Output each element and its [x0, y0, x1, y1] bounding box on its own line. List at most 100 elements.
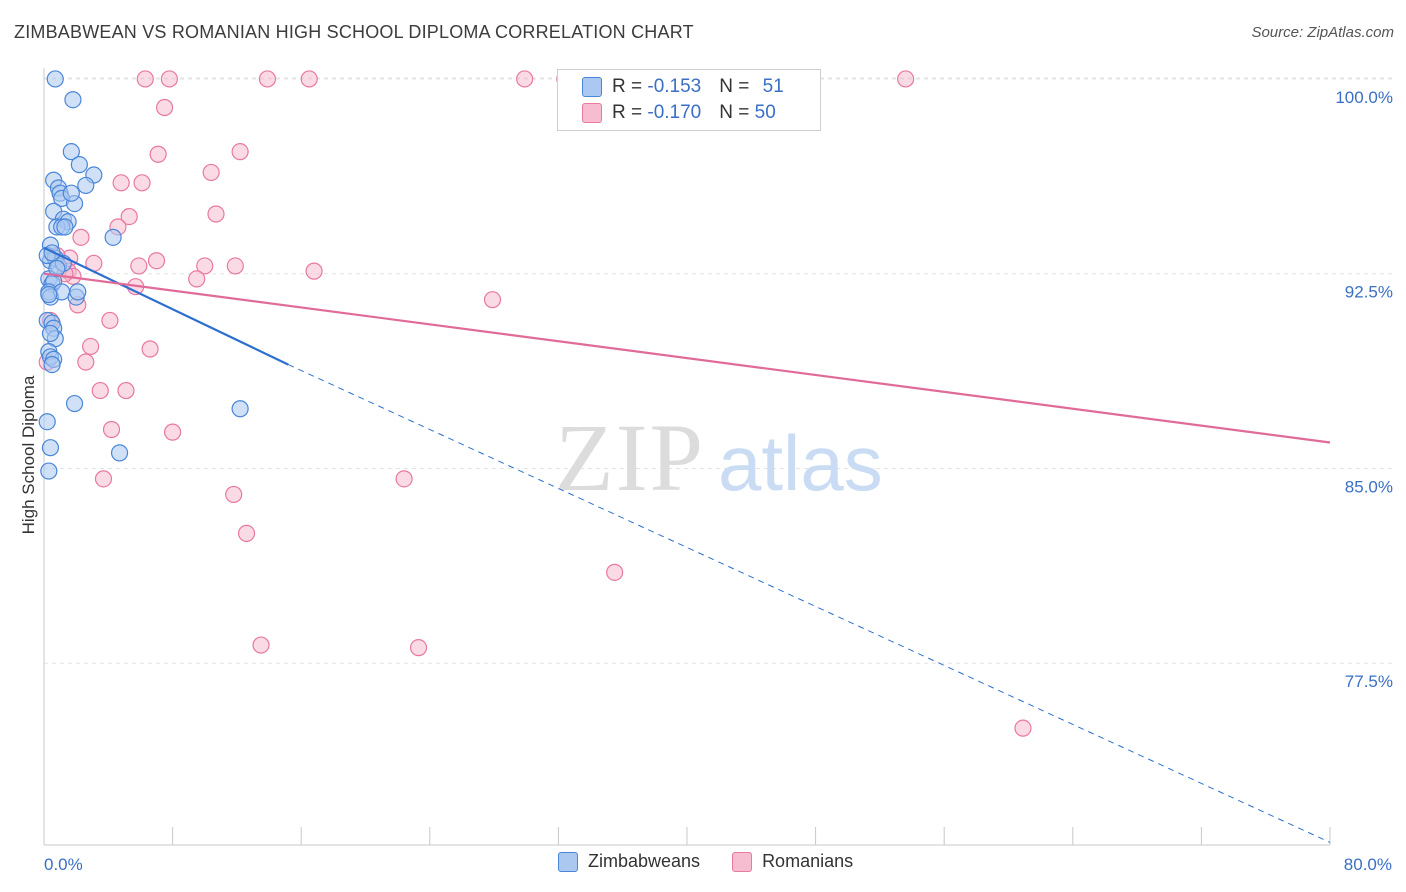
watermark-zip: ZIP	[555, 404, 705, 511]
y-tick-label: 92.5%	[1345, 283, 1393, 302]
zimbabwean-point	[56, 218, 74, 236]
romanian-point	[155, 98, 174, 117]
zimbabwean-point	[65, 394, 84, 413]
legend-n-label: N =	[719, 76, 755, 97]
x-tick-label: 80.0%	[1344, 855, 1392, 874]
source-label: Source: ZipAtlas.com	[1251, 24, 1394, 41]
romanian-point	[188, 270, 206, 288]
correlation-legend: R = -0.153 N = 51 R = -0.170 N = 50	[557, 69, 821, 131]
romanian-point	[94, 470, 113, 488]
legend-r-label: R =	[612, 102, 648, 123]
legend-r-label: R =	[612, 76, 648, 97]
zimbabwean-point	[40, 285, 58, 304]
romanian-point	[72, 228, 90, 246]
series-legend: Zimbabweans Romanians	[558, 851, 885, 872]
y-tick-label: 77.5%	[1345, 672, 1393, 691]
zimbabwean-point	[104, 228, 122, 246]
series-swatch-pink	[732, 851, 753, 872]
y-tick-label: 85.0%	[1345, 477, 1393, 496]
legend-n-label: N =	[719, 102, 755, 123]
romanian-point	[409, 639, 428, 657]
romanian-point	[160, 70, 178, 88]
zimbabwean-point	[70, 156, 88, 174]
romanian-point	[196, 257, 214, 275]
series-label-zimbabweans: Zimbabweans	[588, 851, 701, 871]
romanian-point	[202, 163, 220, 182]
romanian-point	[897, 70, 915, 88]
y-axis-label: High School Diploma	[19, 375, 38, 534]
romanian-point	[147, 252, 166, 270]
romanian-point	[606, 563, 624, 581]
series-label-romanians: Romanians	[762, 851, 854, 871]
romanian-point	[305, 262, 323, 280]
zimbabwean-point	[62, 143, 80, 161]
chart-title: ZIMBABWEAN VS ROMANIAN HIGH SCHOOL DIPLO…	[14, 22, 694, 42]
romanian-point	[225, 485, 243, 504]
zimbabwean-point	[41, 439, 60, 457]
legend-n-value: 51	[762, 76, 784, 97]
romanian-point	[164, 423, 182, 441]
romanian-point	[112, 174, 130, 192]
legend-row-romanians: R = -0.170 N = 50	[582, 100, 776, 126]
romanian-point	[300, 70, 318, 88]
trend-lines	[43, 246, 1331, 843]
series-legend-romanians[interactable]: Romanians	[732, 851, 853, 872]
romanian-point	[231, 143, 249, 161]
zimbabwean-point	[46, 70, 64, 88]
zimbabwean-point	[41, 324, 60, 343]
legend-row-zimbabweans: R = -0.153 N = 51	[582, 74, 784, 100]
zimbabwean-point	[40, 462, 58, 480]
grid-lines	[44, 77, 1392, 664]
romanian-point	[252, 636, 270, 654]
romanian-point	[516, 70, 534, 88]
axis-labels: 100.0% 92.5% 85.0% 77.5% 0.0% 80.0% High Schoo…	[19, 88, 1393, 874]
zimbabwean-point	[38, 413, 56, 431]
romanian-point	[101, 311, 119, 330]
zimbabwean-point	[69, 283, 87, 301]
romanian-point	[395, 470, 413, 488]
legend-n-value: 50	[754, 102, 776, 123]
romanian-point	[133, 174, 151, 192]
romanian-point	[237, 524, 256, 542]
legend-r-value: -0.153	[647, 76, 702, 97]
romanian-point	[483, 291, 502, 309]
romanian-point	[117, 381, 135, 400]
zimbabweans-points	[38, 70, 249, 480]
romanian-point	[149, 145, 167, 163]
series-swatch-blue	[558, 851, 578, 872]
romanian-point	[120, 207, 138, 226]
series-legend-zimbabweans[interactable]: Zimbabweans	[558, 851, 700, 872]
legend-swatch-pink	[582, 103, 602, 123]
zimbabweans-trend-solid	[43, 246, 289, 366]
romanian-point	[226, 257, 244, 275]
zimbabwean-point	[62, 184, 80, 202]
romanian-point	[207, 205, 225, 223]
romanian-point	[130, 257, 148, 275]
romanian-point	[141, 340, 159, 358]
zimbabwean-point	[43, 355, 61, 374]
romanians-points	[38, 70, 1032, 737]
legend-swatch-blue	[582, 77, 602, 97]
romanian-point	[136, 70, 154, 88]
zimbabwean-point	[48, 259, 66, 278]
legend-r-value: -0.170	[647, 102, 702, 123]
romanian-point	[91, 381, 109, 400]
zimbabwean-point	[110, 444, 129, 462]
romanian-point	[82, 337, 100, 356]
romanians-trend-solid	[43, 272, 1331, 444]
zimbabwean-point	[64, 91, 82, 109]
zimbabwean-point	[43, 244, 61, 262]
zimbabwean-point	[77, 176, 95, 195]
zimbabwean-point	[231, 400, 249, 418]
x-tick-label: 0.0%	[44, 855, 83, 874]
romanian-point	[1014, 719, 1032, 737]
romanian-point	[77, 353, 95, 371]
zimbabweans-trend-dashed	[288, 364, 1331, 843]
romanian-point	[102, 420, 121, 439]
watermark: ZIP atlas	[555, 404, 883, 511]
axes	[43, 68, 1331, 846]
watermark-atlas: atlas	[718, 419, 883, 507]
y-tick-label: 100.0%	[1335, 88, 1393, 107]
romanian-point	[258, 70, 277, 88]
